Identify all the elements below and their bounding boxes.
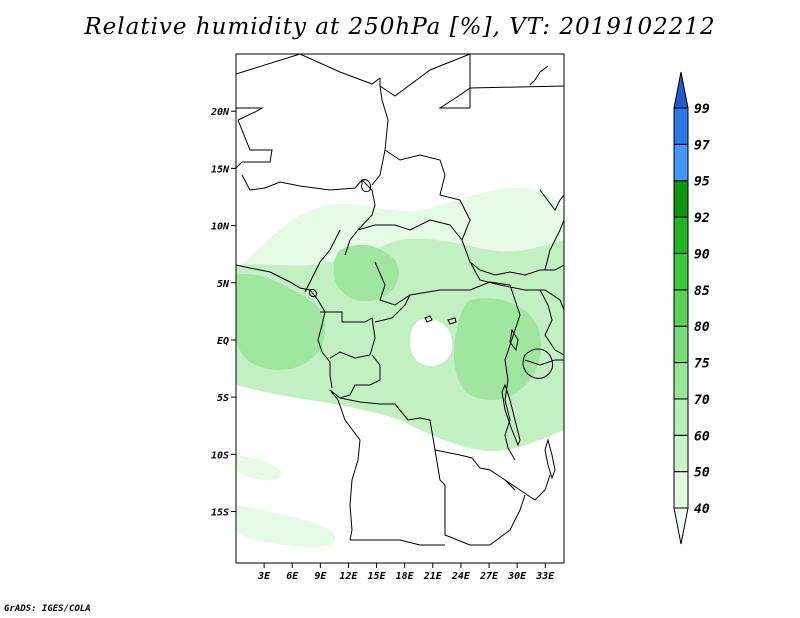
colorbar-segment bbox=[673, 398, 689, 436]
border-angola-zambia bbox=[434, 449, 490, 546]
border-sudan-eritrea bbox=[539, 189, 564, 211]
colorbar-segment bbox=[673, 143, 689, 182]
humidity-core-east bbox=[453, 298, 542, 400]
border-angola-coast bbox=[329, 389, 361, 541]
map-frame bbox=[235, 53, 565, 564]
lon-tick-label: 30E bbox=[507, 571, 527, 582]
border-nigeria-west bbox=[241, 174, 363, 191]
colorbar: 40 50 60 70 75 80 85 90 92 95 97 99 bbox=[673, 71, 710, 545]
border-chad-cameroon bbox=[344, 179, 376, 256]
lon-tick-label: 12E bbox=[339, 571, 358, 582]
colorbar-label: 50 bbox=[694, 466, 710, 481]
colorbar-label: 75 bbox=[694, 357, 710, 372]
colorbar-segment bbox=[673, 471, 689, 509]
border-congo-drc bbox=[374, 294, 411, 323]
lon-tick-label: 27E bbox=[479, 571, 499, 582]
humidity-band-south bbox=[236, 455, 282, 481]
colorbar-label: 92 bbox=[694, 211, 710, 226]
lake-small-3 bbox=[309, 289, 317, 298]
lat-tick-label: 15N bbox=[211, 164, 230, 175]
lat-tick-label: 5S bbox=[217, 393, 229, 404]
lake-small-1 bbox=[424, 315, 433, 323]
border-ethiopia bbox=[544, 219, 564, 271]
coast-red-sea bbox=[529, 65, 549, 86]
colorbar-label: 95 bbox=[694, 175, 710, 190]
lon-tick-label: 21E bbox=[423, 571, 443, 582]
lat-tick-label: EQ bbox=[217, 336, 229, 347]
border-tanzania bbox=[524, 359, 564, 366]
colorbar-label: 80 bbox=[694, 320, 710, 335]
colorbar-label: 60 bbox=[694, 429, 710, 444]
border-drc-east bbox=[504, 284, 521, 461]
lon-tick-label: 15E bbox=[368, 571, 387, 582]
humidity-band-southwest bbox=[236, 505, 336, 548]
lat-tick-label: 10N bbox=[211, 222, 230, 233]
lon-tick-label: 3E bbox=[257, 571, 271, 582]
humidity-core-west bbox=[236, 274, 326, 370]
colorbar-segment bbox=[673, 362, 689, 400]
lat-tick-label: 20N bbox=[210, 107, 230, 118]
colorbar-label: 99 bbox=[694, 102, 710, 117]
coast-west-africa bbox=[236, 264, 311, 291]
humidity-core-center bbox=[333, 244, 399, 302]
border-angola-namibia bbox=[350, 539, 445, 546]
lat-tick-label: 10S bbox=[211, 450, 229, 461]
colorbar-segment bbox=[673, 252, 689, 291]
border-cameroon-nigeria bbox=[304, 229, 341, 293]
lake-tanganyika bbox=[501, 383, 521, 447]
border-algeria-niger bbox=[236, 54, 301, 75]
border-south-sudan bbox=[469, 261, 564, 311]
border-gabon bbox=[320, 311, 376, 359]
border-drc-angola bbox=[339, 397, 516, 491]
colorbar-label: 85 bbox=[694, 284, 710, 299]
colorbar-label: 40 bbox=[694, 502, 710, 517]
lon-tick-label: 6E bbox=[286, 571, 299, 582]
humidity-shading bbox=[236, 187, 564, 548]
lon-tick-label: 33E bbox=[535, 571, 555, 582]
border-niger-nigeria bbox=[236, 119, 273, 169]
lake-chad bbox=[361, 179, 371, 193]
grads-credit: GrADS: IGES/COLA bbox=[4, 604, 91, 614]
humidity-clear-patch bbox=[410, 318, 453, 367]
coast-cameroon-gabon bbox=[309, 289, 333, 389]
border-uganda-kenya bbox=[539, 289, 564, 356]
lat-tick-label: 15S bbox=[211, 508, 229, 519]
country-borders bbox=[236, 54, 564, 546]
colorbar-segment bbox=[673, 325, 689, 364]
lake-victoria bbox=[522, 348, 554, 379]
longitude-axis: 3E 6E 9E 12E 15E 18E 21E 24E 27E 30E 33E bbox=[257, 563, 555, 582]
colorbar-segment bbox=[673, 180, 689, 218]
lon-tick-label: 24E bbox=[451, 571, 471, 582]
colorbar-segment bbox=[673, 434, 689, 473]
lon-tick-label: 9E bbox=[314, 571, 327, 582]
colorbar-segment bbox=[673, 507, 689, 545]
lake-albert bbox=[509, 328, 519, 352]
border-libya-chad bbox=[379, 54, 471, 97]
border-chad-sudan bbox=[384, 149, 481, 271]
lat-tick-label: 5N bbox=[217, 279, 230, 290]
colorbar-segment bbox=[673, 71, 689, 109]
colorbar-segment bbox=[673, 289, 689, 327]
border-zambia-east bbox=[489, 494, 526, 546]
colorbar-segment bbox=[673, 107, 689, 145]
border-zambia-tanzania bbox=[504, 474, 551, 501]
border-egypt-libya bbox=[438, 85, 564, 109]
map-title: Relative humidity at 250hPa [%], VT: 201… bbox=[84, 14, 716, 40]
border-chad-north bbox=[371, 85, 389, 186]
border-sudan-south bbox=[479, 264, 564, 276]
colorbar-segment bbox=[673, 216, 689, 254]
colorbar-label: 97 bbox=[694, 138, 710, 153]
lon-tick-label: 18E bbox=[396, 571, 415, 582]
border-niger-mali bbox=[236, 107, 264, 121]
border-libya-niger bbox=[299, 54, 381, 85]
border-congo-drc-south bbox=[329, 354, 381, 399]
lake-small-2 bbox=[447, 317, 457, 325]
colorbar-label: 90 bbox=[694, 247, 710, 262]
colorbar-label: 70 bbox=[694, 393, 710, 408]
border-chad-car bbox=[357, 219, 463, 241]
lake-malawi bbox=[544, 438, 556, 480]
latitude-axis: 20N 15N 10N 5N EQ 5S 10S 15S bbox=[210, 107, 236, 519]
